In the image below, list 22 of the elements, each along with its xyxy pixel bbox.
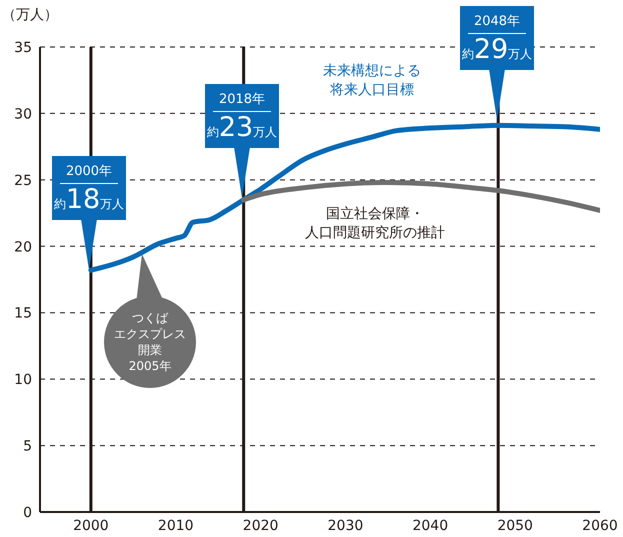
- y-tick-label: 25: [14, 172, 32, 189]
- y-tick-label: 5: [23, 438, 32, 455]
- y-tick-label: 20: [14, 239, 32, 256]
- y-tick-label: 35: [14, 40, 32, 56]
- x-tick-label: 2050: [497, 518, 533, 534]
- y-tick-label: 0: [23, 504, 32, 521]
- x-tick-label: 2020: [242, 518, 278, 534]
- text: 未来構想による将来人口目標: [322, 62, 422, 100]
- y-tick-label: 10: [14, 372, 32, 388]
- series-label: 国立社会保障・人口問題研究所の推計: [304, 205, 446, 243]
- x-tick-label: 2040: [412, 518, 448, 534]
- annotation: つくばエクスプレス開業2005年: [113, 310, 187, 374]
- x-tick-label: 2010: [158, 518, 194, 534]
- y-tick-label: 30: [14, 106, 32, 122]
- x-tick-label: 2000: [73, 518, 109, 534]
- y-axis-title: （万人）: [2, 6, 58, 24]
- y-tick-label: 15: [14, 306, 32, 322]
- x-tick-label: 2030: [328, 518, 364, 534]
- text: 2048年約29万人: [462, 14, 532, 65]
- text: 2000年約18万人: [54, 164, 124, 215]
- x-tick-label: 2060: [582, 518, 618, 534]
- text: 2018年約23万人: [206, 92, 278, 143]
